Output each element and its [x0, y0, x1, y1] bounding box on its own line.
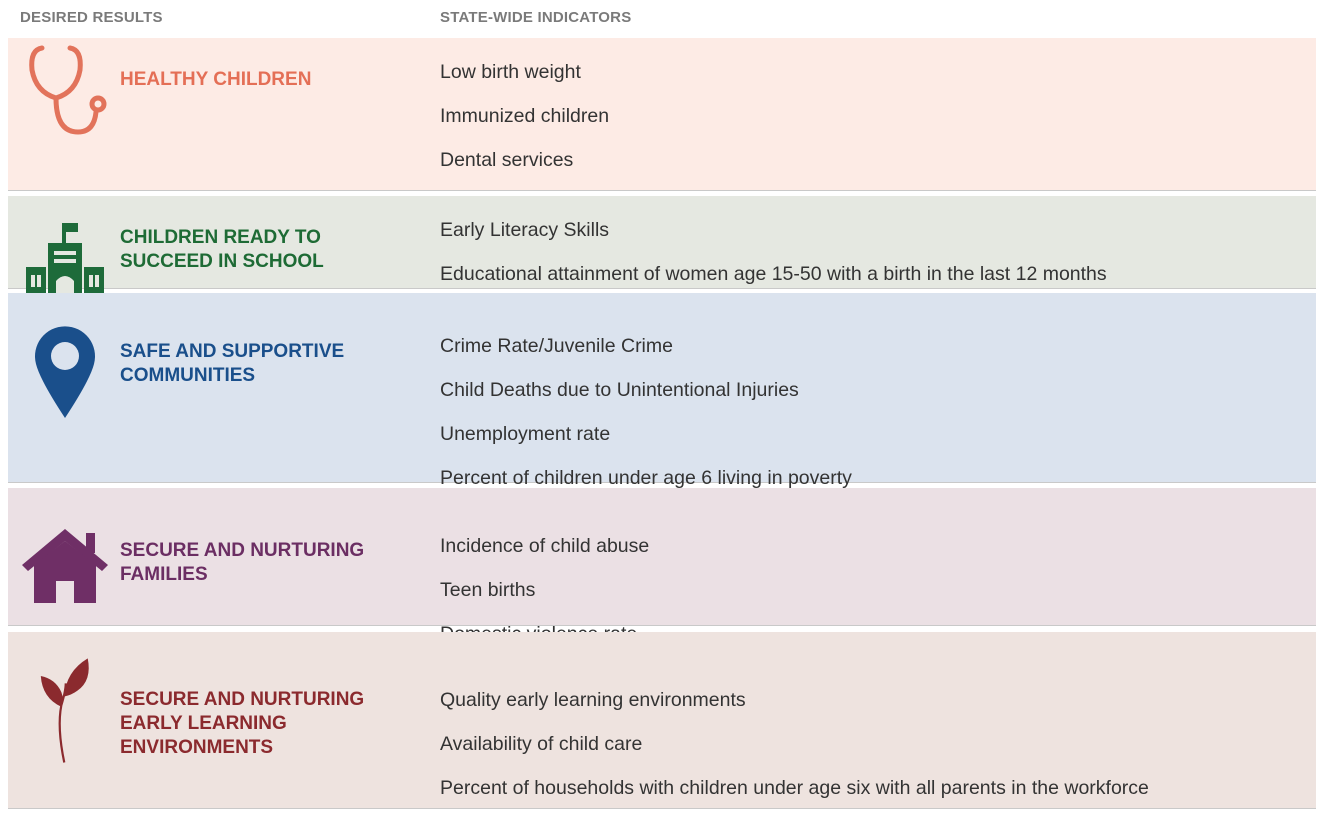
title-line: HEALTHY CHILDREN [120, 69, 312, 90]
result-row: SECURE AND NURTURING FAMILIES Incidence o… [8, 488, 1316, 645]
indicator: Teen births [440, 579, 536, 601]
title-line: SAFE AND SUPPORTIVE [120, 341, 345, 362]
result-title: HEALTHY CHILDREN [120, 68, 311, 92]
indicator: Low birth weight [440, 61, 581, 83]
house-icon [22, 529, 108, 603]
result-row: HEALTHY CHILDREN Low birth weight Immuniz… [8, 38, 1316, 191]
indicator: Immunized children [440, 105, 610, 127]
indicator: Educational attainment of women age 15-5… [440, 263, 1107, 285]
title-line: ENVIRONMENTS [120, 737, 274, 758]
title-line: CHILDREN READY TO [120, 227, 321, 248]
title-line: FAMILIES [120, 564, 208, 585]
title-line: SUCCEED IN SCHOOL [120, 251, 324, 272]
stethoscope-icon [29, 45, 107, 135]
result-row: SECURE AND NURTURING EARLY LEARNING ENVIRO… [8, 632, 1316, 809]
result-title: CHILDREN READY TO SUCCEED IN SCHOOL [120, 226, 324, 274]
indicator: Percent of children under age 6 living i… [440, 467, 852, 489]
indicator: Child Deaths due to Unintentional Injuri… [440, 379, 799, 401]
pin-icon [35, 326, 95, 418]
result-title: SAFE AND SUPPORTIVE COMMUNITIES [120, 340, 344, 388]
column-header: STATE-WIDE INDICATORS [440, 9, 632, 26]
indicator: Dental services [440, 149, 574, 171]
result-row: CHILDREN READY TO SUCCEED IN SCHOOL Early… [8, 196, 1316, 295]
title-line: SECURE AND NURTURING [120, 540, 365, 561]
column-header: DESIRED RESULTS [20, 9, 163, 26]
result-title: SECURE AND NURTURING FAMILIES [120, 539, 364, 587]
indicator-list: Crime Rate/Juvenile Crime Child Deaths du… [440, 324, 852, 500]
indicator: Quality early learning environments [440, 689, 746, 711]
indicator: Availability of child care [440, 733, 643, 755]
indicator: Incidence of child abuse [440, 535, 650, 557]
indicator: Early Literacy Skills [440, 219, 610, 241]
indicator: Percent of households with children unde… [440, 777, 1149, 799]
title-line: COMMUNITIES [120, 365, 256, 386]
indicator: Unemployment rate [440, 423, 611, 445]
indicator-list: Low birth weight Immunized children Dental… [440, 50, 609, 182]
school-icon [26, 223, 104, 295]
indicator-list: Quality early learning environments Avail… [440, 678, 1149, 810]
indicator-list: Early Literacy Skills Educational attainm… [440, 208, 1107, 296]
plant-icon [40, 658, 89, 763]
title-line: EARLY LEARNING [120, 713, 287, 734]
indicator: Crime Rate/Juvenile Crime [440, 335, 673, 357]
title-line: SECURE AND NURTURING [120, 689, 365, 710]
result-row: SAFE AND SUPPORTIVE COMMUNITIES Crime Rat… [8, 293, 1316, 489]
result-title: SECURE AND NURTURING EARLY LEARNING ENVIRO… [120, 688, 364, 760]
